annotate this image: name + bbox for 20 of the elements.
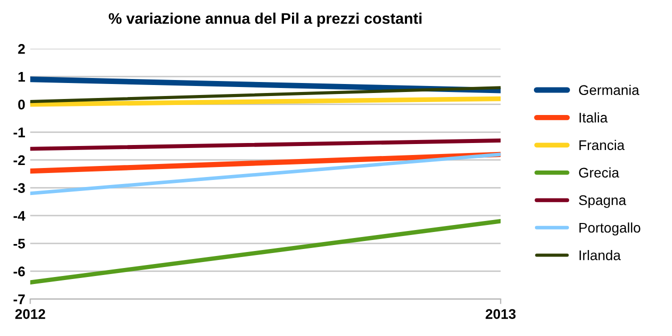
y-tick-label: -3 [14, 183, 25, 193]
y-tick-label: -1 [14, 128, 25, 138]
legend-label: Italia [580, 112, 608, 123]
x-tick-label: 2013 [486, 309, 516, 319]
x-tick-label: 2012 [15, 309, 46, 319]
legend-label: Germania [579, 84, 640, 96]
y-tick-label: 2 [18, 44, 25, 54]
y-tick-label: 1 [18, 72, 25, 82]
y-tick-label: -6 [14, 266, 25, 276]
chart-title: % variazione annua del Pil a prezzi costanti [108, 12, 422, 27]
y-tick-label: -4 [14, 211, 26, 221]
legend-label: Grecia [579, 167, 620, 178]
legend-label: Spagna [578, 195, 626, 208]
y-tick-label: 0 [18, 100, 25, 110]
legend-label: Irlanda [580, 250, 621, 260]
legend-label: Portogallo [579, 222, 640, 236]
y-tick-label: -5 [14, 238, 25, 249]
y-tick-label: -7 [14, 294, 25, 304]
legend-label: Francia [579, 140, 625, 150]
y-tick-label: -2 [14, 155, 25, 166]
